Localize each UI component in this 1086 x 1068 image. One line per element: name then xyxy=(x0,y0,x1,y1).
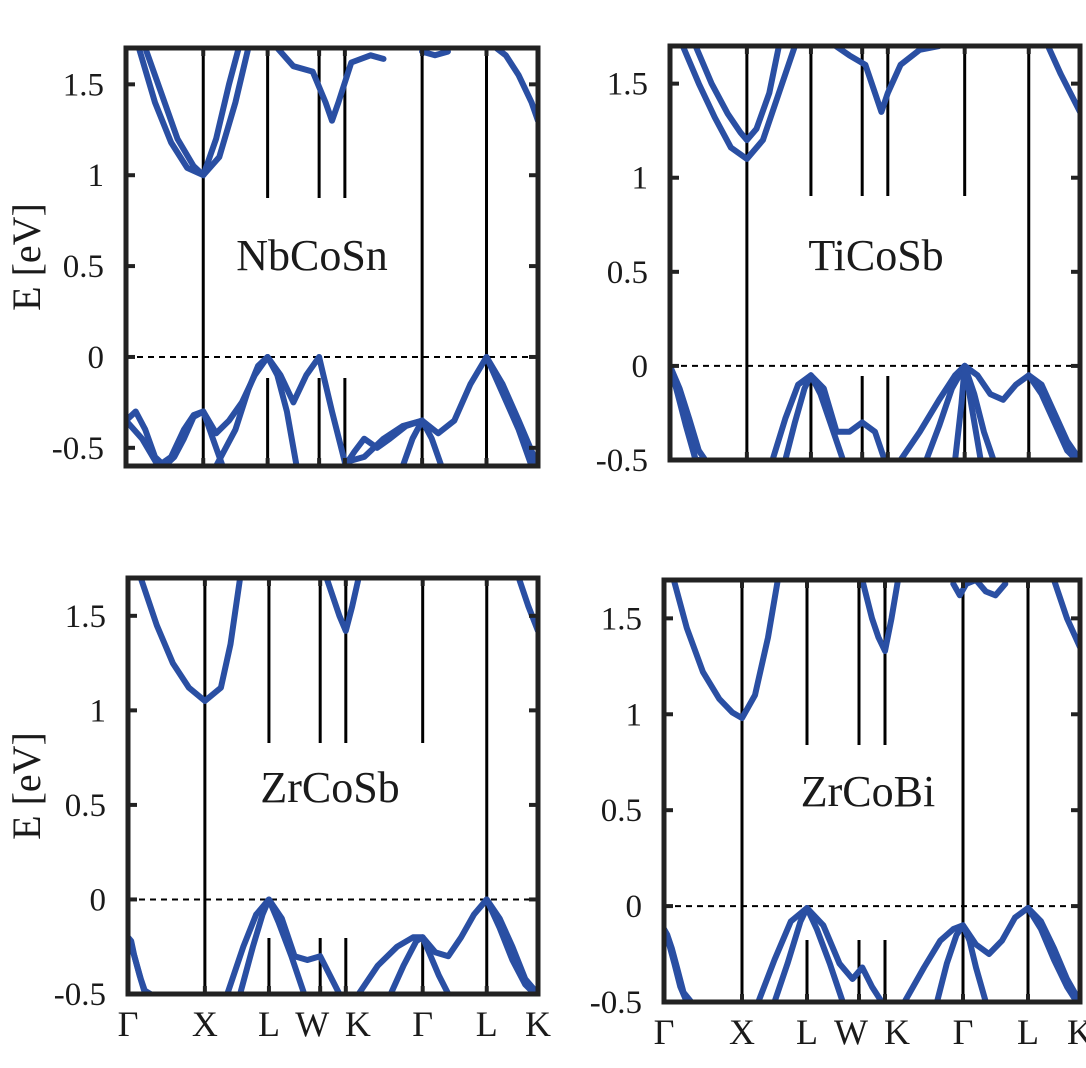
ytick-label: 1.5 xyxy=(65,599,106,635)
band-vb-2 xyxy=(128,934,149,994)
kpoint-label-0: Γ xyxy=(654,1012,675,1052)
ytick-label: 0 xyxy=(632,349,649,385)
ytick-label: 1 xyxy=(88,158,105,194)
band-cb-5 xyxy=(493,48,538,124)
ytick-label: 0.5 xyxy=(601,793,642,829)
compound-label: ZrCoSb xyxy=(260,763,399,812)
band-cb-3 xyxy=(950,580,1009,599)
kpoint-label-3: W xyxy=(295,1004,329,1044)
band-cb-1 xyxy=(137,578,244,704)
kpoint-label-4: K xyxy=(884,1012,910,1052)
kpoint-label-3: W xyxy=(834,1012,868,1052)
band-vb-6 xyxy=(934,922,989,1002)
band-vb-3 xyxy=(213,354,300,466)
band-cb-3 xyxy=(830,46,943,115)
band-vb-5 xyxy=(355,896,538,994)
band-cb-4 xyxy=(1045,46,1080,115)
ytick-label: 0.5 xyxy=(607,255,648,291)
kpoint-label-4: K xyxy=(345,1004,371,1044)
band-vb-2 xyxy=(664,926,690,1002)
axes-frame xyxy=(125,575,541,997)
band-vb-7 xyxy=(1025,905,1080,1002)
band-vb-9 xyxy=(1025,372,1080,460)
ytick-label: 1 xyxy=(90,693,107,729)
ytick-label: 1.5 xyxy=(63,67,104,103)
axes-frame xyxy=(123,45,541,469)
band-vb-6 xyxy=(387,934,452,994)
kpoint-label-2: L xyxy=(258,1004,280,1044)
kpoint-label-5: Γ xyxy=(412,1004,433,1044)
band-cb-1 xyxy=(679,46,798,162)
band-vb-3 xyxy=(755,905,885,1002)
band-vb-4 xyxy=(237,896,308,994)
band-vb-6 xyxy=(897,362,1080,460)
kpoint-label-7: K xyxy=(525,1004,551,1044)
ytick-label: 0.5 xyxy=(63,249,104,285)
compound-label: ZrCoBi xyxy=(801,767,935,816)
band-cb-2 xyxy=(142,48,242,179)
band-cb-3 xyxy=(273,48,387,124)
band-vb-5 xyxy=(341,417,445,466)
ytick-label: 0 xyxy=(626,889,643,925)
band-vb-7 xyxy=(483,354,535,466)
ytick-label: -0.5 xyxy=(596,443,648,479)
band-cb-3 xyxy=(515,578,538,634)
ytick-label: 1.5 xyxy=(601,601,642,637)
ytick-label: 1 xyxy=(632,161,649,197)
kpoint-label-1: X xyxy=(729,1012,755,1052)
panel-nbcosn: -0.5 0 0.5 1 1.5 NbCoSn E [eV] xyxy=(4,45,541,469)
band-vb-6 xyxy=(399,417,426,466)
ytick-label: 0 xyxy=(88,340,105,376)
kpoint-label-2: L xyxy=(796,1012,818,1052)
band-cb-2 xyxy=(859,580,901,654)
band-vb-4 xyxy=(771,905,846,1002)
compound-label: NbCoSn xyxy=(236,231,388,280)
kpoint-label-5: Γ xyxy=(953,1012,974,1052)
band-vb-8 xyxy=(952,362,984,460)
band-cb-1 xyxy=(670,580,781,722)
kpoint-label-0: Γ xyxy=(118,1004,139,1044)
ytick-label: -0.5 xyxy=(590,985,642,1021)
y-axis-label: E [eV] xyxy=(4,732,49,840)
band-cb-4 xyxy=(419,48,451,59)
band-cb-2 xyxy=(323,578,362,634)
band-vb-5 xyxy=(782,372,846,460)
band-vb-4 xyxy=(341,354,538,466)
kpoint-label-6: L xyxy=(476,1004,498,1044)
kpoint-label-1: X xyxy=(192,1004,218,1044)
band-vb-3 xyxy=(224,896,343,994)
ytick-label: 1.5 xyxy=(607,67,648,103)
ytick-label: -0.5 xyxy=(52,431,104,467)
kpoint-label-6: L xyxy=(1017,1012,1039,1052)
panel-ticosb: -0.5 0 0.5 1 1.5 TiCoSb xyxy=(596,43,1083,479)
ytick-label: 1 xyxy=(626,697,643,733)
y-axis-label: E [eV] xyxy=(4,203,49,311)
band-vb-2 xyxy=(126,408,226,466)
ytick-label: 0 xyxy=(90,882,107,918)
band-cb-2 xyxy=(692,46,782,144)
band-vb-1 xyxy=(126,354,348,466)
compound-label: TiCoSb xyxy=(808,231,943,280)
kpoint-label-7: K xyxy=(1067,1012,1086,1052)
axes-frame xyxy=(667,43,1083,463)
band-vb-5 xyxy=(901,905,1080,1002)
band-cb-4 xyxy=(1051,580,1080,651)
axes-frame xyxy=(661,577,1083,1005)
band-vb-4 xyxy=(769,372,888,460)
band-vb-3 xyxy=(670,362,709,460)
ytick-label: 0.5 xyxy=(65,788,106,824)
band-vb-7 xyxy=(483,896,538,994)
ytick-label: -0.5 xyxy=(54,977,106,1013)
